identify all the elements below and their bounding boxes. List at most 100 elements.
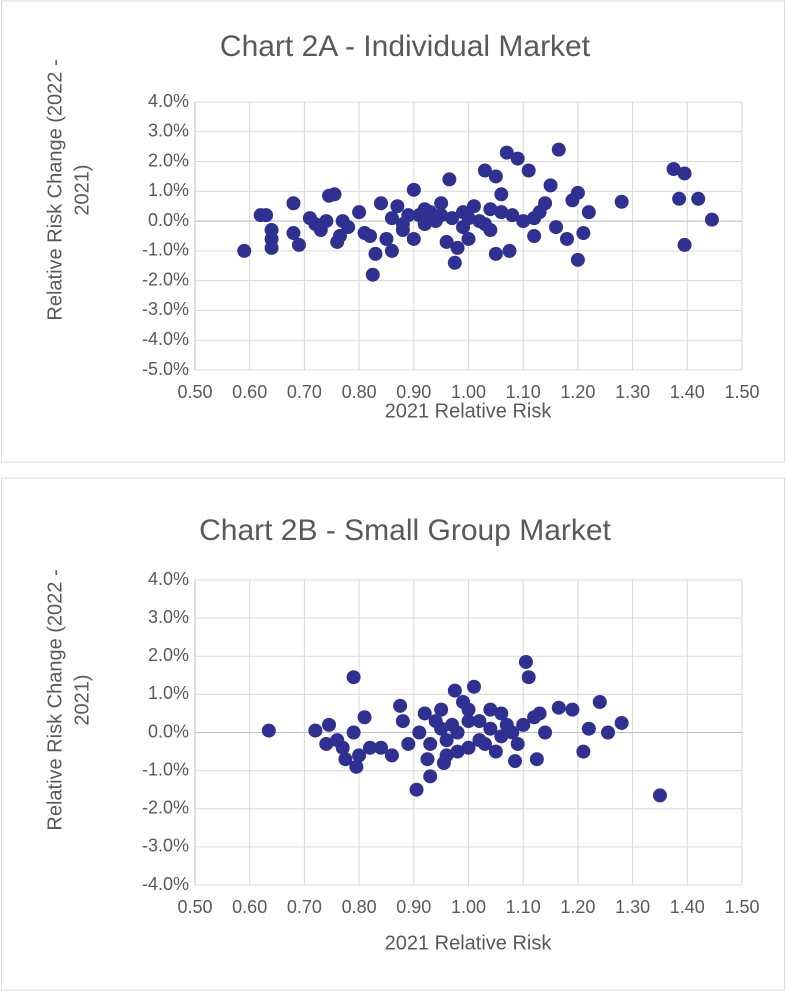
point [368, 246, 383, 261]
point [442, 172, 457, 187]
chart-title: Chart 2A - Individual Market [220, 30, 591, 63]
x-tick-label: 0.60 [232, 382, 267, 402]
point [450, 725, 465, 740]
y-tick-label: 2.0% [148, 150, 189, 170]
x-tick-label: 1.00 [451, 382, 486, 402]
chart: Chart 2A - Individual Market 4.0% 3.0% 2.0%… [1, 0, 785, 463]
point [677, 237, 692, 252]
point [417, 706, 432, 721]
point [472, 714, 487, 729]
point [538, 725, 553, 740]
point [365, 267, 380, 282]
point [488, 744, 503, 759]
y-tick-label: 1.0% [148, 683, 189, 703]
point [434, 196, 449, 211]
point [237, 243, 252, 258]
point [505, 208, 520, 223]
point [499, 145, 514, 160]
chart-border [1, 477, 785, 991]
point [518, 654, 533, 669]
point [461, 714, 476, 729]
chart: Chart 2B - Small Group Market 4.0% 3.0% 2.0… [1, 477, 785, 991]
point [447, 255, 462, 270]
y-tick-label: -2.0% [142, 269, 189, 289]
point [576, 744, 591, 759]
point [401, 736, 416, 751]
y-tick-label: 4.0% [148, 569, 189, 589]
x-tick-label: 0.80 [342, 382, 377, 402]
x-tick-label: 1.50 [724, 897, 759, 917]
point [494, 706, 509, 721]
point [505, 725, 520, 740]
y-axis-label: Relative Risk Change (2022 - [44, 569, 66, 830]
point [529, 752, 544, 767]
point [363, 229, 378, 243]
point [395, 714, 410, 729]
point [423, 736, 438, 751]
point [494, 729, 509, 744]
x-tick-label: 0.70 [287, 382, 322, 402]
point [322, 717, 337, 732]
point [488, 169, 503, 184]
y-tick-label: -5.0% [142, 359, 189, 379]
point [264, 240, 279, 255]
point [319, 214, 334, 229]
point [335, 740, 350, 755]
point [286, 196, 301, 211]
point [261, 723, 276, 738]
point [527, 229, 542, 243]
point [338, 752, 353, 767]
point [691, 191, 706, 206]
point [409, 782, 424, 797]
point [379, 231, 394, 246]
point [477, 217, 492, 232]
point [341, 220, 356, 235]
y-axis-label: 2021) [71, 164, 93, 215]
point [357, 710, 372, 725]
x-tick-label: 1.10 [506, 382, 541, 402]
point [551, 142, 566, 157]
point [592, 695, 607, 709]
point [332, 229, 347, 243]
x-tick-label: 1.50 [724, 382, 759, 402]
x-tick-label: 1.40 [670, 897, 705, 917]
point [395, 217, 410, 232]
x-tick-label: 0.50 [177, 382, 212, 402]
point [439, 234, 454, 249]
point [652, 788, 667, 803]
point [538, 196, 553, 211]
point [581, 721, 596, 736]
point [461, 702, 476, 717]
point [450, 744, 465, 759]
chart-title: Chart 2B - Small Group Market [199, 514, 611, 547]
point [527, 211, 542, 226]
point [477, 163, 492, 178]
point [346, 725, 361, 740]
point [466, 199, 481, 214]
point [494, 205, 509, 220]
x-tick-label: 1.40 [670, 382, 705, 402]
point [417, 217, 432, 232]
point [291, 237, 306, 252]
y-axis-label: 2021) [71, 674, 93, 725]
y-tick-label: -3.0% [142, 836, 189, 856]
point [450, 240, 465, 255]
y-tick-label: -1.0% [142, 240, 189, 260]
point [565, 702, 580, 717]
point [516, 717, 531, 732]
point [549, 220, 564, 235]
point [349, 759, 364, 774]
point [327, 187, 342, 202]
point [576, 226, 591, 241]
point [434, 702, 449, 717]
y-tick-label: -2.0% [142, 798, 189, 818]
point [434, 721, 449, 736]
point [412, 725, 427, 740]
x-tick-label: 0.70 [287, 897, 322, 917]
point [510, 151, 525, 166]
y-tick-label: 0.0% [148, 721, 189, 741]
point [510, 736, 525, 751]
x-tick-label: 0.80 [342, 897, 377, 917]
y-tick-label: 1.0% [148, 180, 189, 200]
